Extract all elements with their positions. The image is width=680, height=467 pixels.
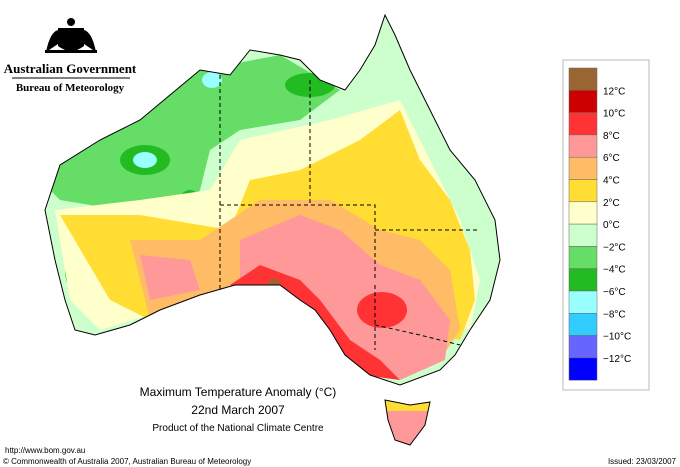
legend-swatch xyxy=(568,179,598,203)
map-title: Maximum Temperature Anomaly (°C) xyxy=(140,385,337,399)
state-borders xyxy=(219,75,480,350)
footer-url: http://www.bom.gov.au xyxy=(5,446,85,455)
legend-swatch xyxy=(568,67,598,91)
legend-swatch xyxy=(568,112,598,136)
legend-label: 2°C xyxy=(603,198,620,209)
coastline xyxy=(44,13,501,386)
legend-swatch xyxy=(568,90,598,113)
legend-swatch xyxy=(568,156,598,180)
legend: 12°C 10°C 8°C 6°C 4°C 2°C 0°C −2°C −4°C −6°C −8°C −… xyxy=(562,59,650,391)
emblem xyxy=(45,18,97,53)
legend-label: −2°C xyxy=(603,242,626,253)
legend-swatch xyxy=(568,268,598,292)
legend-swatch xyxy=(568,313,598,336)
map-date: 22nd March 2007 xyxy=(191,403,285,417)
tasmania-coast xyxy=(384,399,431,446)
footer-issued: Issued: 23/03/2007 xyxy=(608,457,677,466)
legend-label: 0°C xyxy=(603,220,620,231)
legend-label: 4°C xyxy=(603,176,620,187)
map-product: Product of the National Climate Centre xyxy=(152,423,324,434)
legend-swatch xyxy=(568,223,598,247)
footer-copyright: © Commonwealth of Australia 2007, Austra… xyxy=(3,457,251,466)
legend-swatch xyxy=(568,246,598,269)
legend-swatch xyxy=(568,134,598,158)
legend-label: 10°C xyxy=(603,109,625,120)
anomaly-map xyxy=(45,15,500,385)
legend-swatch xyxy=(568,357,598,381)
legend-label: −6°C xyxy=(603,287,626,298)
legend-label: 12°C xyxy=(603,86,625,97)
bureau-name: Bureau of Meteorology xyxy=(16,82,125,94)
legend-frame xyxy=(562,59,650,391)
legend-swatch xyxy=(568,290,598,314)
legend-swatch xyxy=(568,201,598,225)
legend-label: −4°C xyxy=(603,265,626,276)
government-name: Australian Government xyxy=(4,61,137,76)
legend-label: −10°C xyxy=(603,332,631,343)
legend-label: 8°C xyxy=(603,131,620,142)
legend-label: 6°C xyxy=(603,153,620,164)
legend-swatch xyxy=(568,335,598,359)
legend-label: −8°C xyxy=(603,309,626,320)
legend-label: −12°C xyxy=(603,354,631,365)
